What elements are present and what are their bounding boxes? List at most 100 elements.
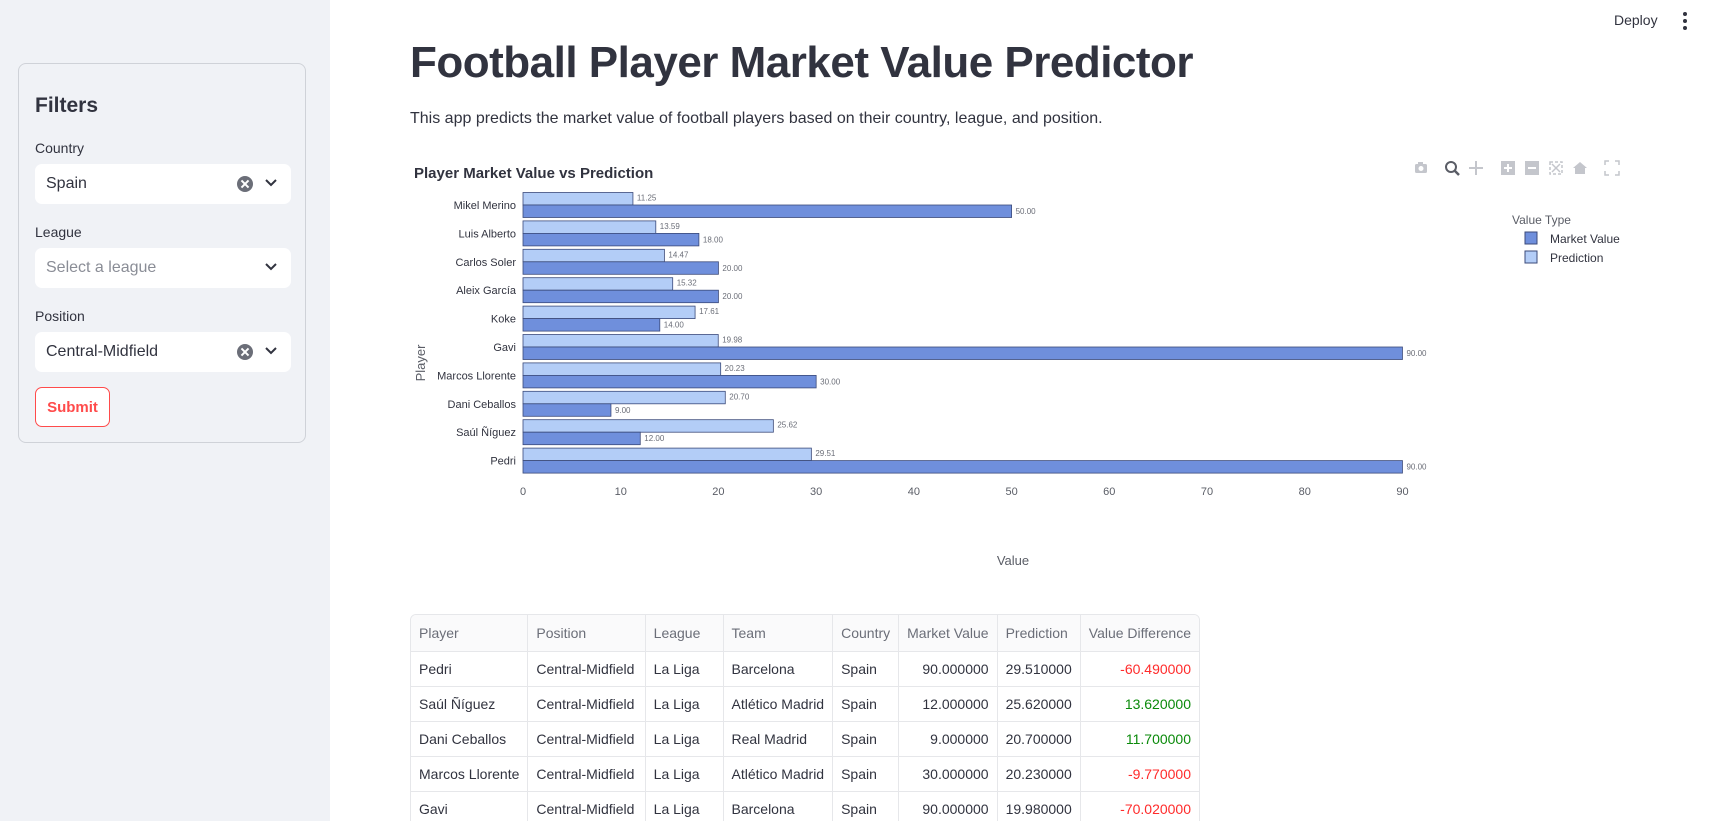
position-select[interactable]: Central-Midfield <box>35 332 291 372</box>
table-cell: Spain <box>832 686 900 722</box>
column-header[interactable]: League <box>645 615 724 652</box>
market-value-bar[interactable] <box>522 233 700 247</box>
prediction-data-label: 15.32 <box>677 279 698 288</box>
market-value-bar[interactable] <box>522 431 641 446</box>
y-axis-label: Player <box>413 344 428 382</box>
table-row[interactable]: Gavi Central-Midfield La Liga Barcelona Spai… <box>411 791 1199 821</box>
market-value-data-label: 90.00 <box>1406 349 1427 358</box>
zoom-in-icon[interactable] <box>1501 161 1515 175</box>
market-value-bar[interactable] <box>522 346 1403 360</box>
x-tick-label: 20 <box>712 486 724 498</box>
clear-icon[interactable] <box>237 344 253 360</box>
market-value-data-label: 14.00 <box>664 321 685 330</box>
column-header[interactable]: Team <box>723 615 834 652</box>
pan-icon[interactable] <box>1469 161 1483 175</box>
table-row[interactable]: Saúl Ñíguez Central-Midfield La Liga Atléti… <box>411 686 1199 722</box>
submit-button[interactable]: Submit <box>35 387 110 427</box>
table-cell: 9.000000 <box>898 721 998 757</box>
column-header[interactable]: Prediction <box>997 615 1081 652</box>
market-value-bar[interactable] <box>522 204 1012 218</box>
market-value-bar[interactable] <box>522 403 612 417</box>
table-cell: Barcelona <box>723 791 834 821</box>
y-tick-label: Mikel Merino <box>454 200 516 212</box>
results-table[interactable]: Player Position League Team Country Market Va… <box>410 614 1200 821</box>
chevron-down-icon[interactable] <box>263 258 279 274</box>
chevron-down-icon[interactable] <box>263 174 279 190</box>
prediction-bar[interactable] <box>522 192 634 206</box>
deploy-button[interactable]: Deploy <box>1614 12 1658 28</box>
market-value-data-label: 20.00 <box>722 264 743 273</box>
table-cell: La Liga <box>645 721 724 757</box>
table-cell: 30.000000 <box>898 756 998 792</box>
table-row[interactable]: Dani Ceballos Central-Midfield La Liga Real… <box>411 721 1199 757</box>
zoom-icon[interactable] <box>1445 161 1460 176</box>
prediction-data-label: 17.61 <box>699 307 720 316</box>
table-cell: Atlético Madrid <box>723 756 834 792</box>
prediction-bar[interactable] <box>522 305 696 320</box>
market-value-bar[interactable] <box>522 374 817 389</box>
market-value-data-label: 90.00 <box>1406 463 1427 472</box>
table-header-row: Player Position League Team Country Market Va… <box>411 615 1199 652</box>
x-tick-label: 50 <box>1005 486 1017 498</box>
vertical-dots-icon[interactable] <box>1682 12 1688 30</box>
column-header[interactable]: Player <box>411 615 529 652</box>
league-select-placeholder: Select a league <box>46 259 157 276</box>
table-cell: 11.700000 <box>1080 721 1199 757</box>
prediction-data-label: 25.62 <box>777 421 798 430</box>
column-header[interactable]: Position <box>527 615 646 652</box>
prediction-bar[interactable] <box>522 419 774 433</box>
table-cell: Spain <box>832 791 900 821</box>
home-icon[interactable] <box>1573 162 1587 174</box>
prediction-data-label: 11.25 <box>637 194 657 203</box>
table-cell: 13.620000 <box>1080 686 1199 722</box>
table-cell: -60.490000 <box>1080 651 1199 687</box>
chevron-down-icon[interactable] <box>263 342 279 358</box>
table-cell: Spain <box>832 756 900 792</box>
y-tick-label: Dani Ceballos <box>448 399 517 411</box>
table-cell: Spain <box>832 721 900 757</box>
zoom-out-icon[interactable] <box>1525 161 1539 175</box>
y-tick-label: Marcos Llorente <box>437 370 516 382</box>
table-cell: -70.020000 <box>1080 791 1199 821</box>
league-select[interactable]: Select a league <box>35 248 291 288</box>
x-tick-label: 90 <box>1396 486 1408 498</box>
x-tick-label: 60 <box>1103 486 1115 498</box>
y-tick-label: Koke <box>491 314 516 326</box>
table-cell: -9.770000 <box>1080 756 1199 792</box>
prediction-bar[interactable] <box>522 447 812 462</box>
column-header[interactable]: Country <box>832 615 900 652</box>
x-axis-label: Value <box>997 553 1029 568</box>
table-cell: Marcos Llorente <box>411 756 529 792</box>
chart-title: Player Market Value vs Prediction <box>414 165 653 182</box>
prediction-bar[interactable] <box>522 220 657 234</box>
table-row[interactable]: Marcos Llorente Central-Midfield La Liga At… <box>411 756 1199 792</box>
column-header[interactable]: Market Value <box>898 615 998 652</box>
prediction-bar[interactable] <box>522 390 726 405</box>
table-cell: Central-Midfield <box>527 756 646 792</box>
market-value-bar[interactable] <box>522 289 719 304</box>
plot-area: 0 10 20 30 40 50 60 70 80 90 Mikel Merino 11.25 50.0… <box>437 192 1427 498</box>
country-select[interactable]: Spain <box>35 164 291 204</box>
y-tick-label: Aleix García <box>456 285 517 297</box>
table-cell: Central-Midfield <box>527 686 646 722</box>
column-header[interactable]: Value Difference <box>1080 615 1199 652</box>
prediction-bar[interactable] <box>522 277 674 291</box>
table-cell: La Liga <box>645 791 724 821</box>
market-value-bar[interactable] <box>522 261 719 275</box>
market-value-bar[interactable] <box>522 318 661 332</box>
autoscale-icon[interactable] <box>1549 161 1563 175</box>
table-row[interactable]: Pedri Central-Midfield La Liga Barcelona Spa… <box>411 651 1199 687</box>
market-value-bar[interactable] <box>522 460 1403 474</box>
clear-icon[interactable] <box>237 176 253 192</box>
table-cell: 12.000000 <box>898 686 998 722</box>
prediction-bar[interactable] <box>522 248 665 263</box>
table-cell: 29.510000 <box>997 651 1081 687</box>
y-tick-label: Luis Alberto <box>459 228 516 240</box>
legend[interactable]: Value Type Market Value Prediction <box>1512 213 1620 265</box>
bar-chart[interactable]: Player Market Value vs Prediction 0 10 20 3… <box>410 150 1630 570</box>
prediction-bar[interactable] <box>522 362 722 376</box>
league-label: League <box>35 224 82 240</box>
fullscreen-icon[interactable] <box>1604 160 1620 176</box>
camera-icon[interactable] <box>1415 162 1427 173</box>
prediction-bar[interactable] <box>522 334 719 348</box>
